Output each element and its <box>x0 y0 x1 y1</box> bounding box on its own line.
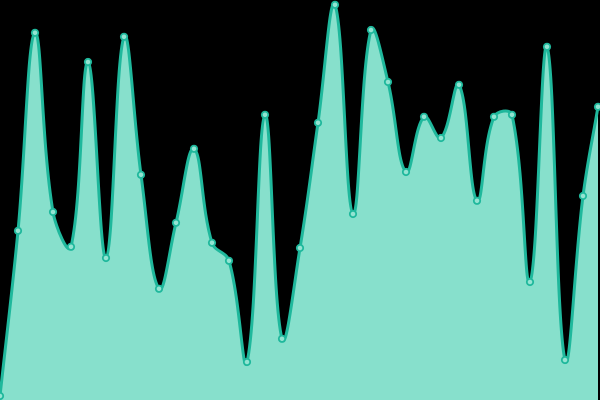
data-point[interactable] <box>48 207 58 217</box>
data-point[interactable] <box>154 284 164 293</box>
data-point[interactable] <box>560 355 570 365</box>
data-point[interactable] <box>419 112 429 121</box>
data-point[interactable] <box>0 391 5 400</box>
data-point[interactable] <box>313 118 323 127</box>
data-point[interactable] <box>489 112 499 121</box>
data-point[interactable] <box>366 25 376 35</box>
data-point[interactable] <box>207 238 217 247</box>
data-point[interactable] <box>30 28 40 37</box>
data-point[interactable] <box>593 102 600 111</box>
data-point[interactable] <box>295 243 305 253</box>
data-point[interactable] <box>136 170 146 179</box>
data-point[interactable] <box>66 242 76 251</box>
data-point[interactable] <box>119 32 129 41</box>
data-point[interactable] <box>436 133 446 143</box>
data-point[interactable] <box>542 42 552 51</box>
data-point[interactable] <box>277 334 287 343</box>
data-point[interactable] <box>224 256 234 265</box>
data-point[interactable] <box>171 218 181 227</box>
data-point[interactable] <box>13 226 23 235</box>
data-point[interactable] <box>507 110 517 119</box>
data-point[interactable] <box>348 209 358 219</box>
data-point[interactable] <box>83 57 93 67</box>
data-point[interactable] <box>330 0 340 9</box>
data-point[interactable] <box>189 144 199 153</box>
data-point[interactable] <box>401 167 411 177</box>
data-point[interactable] <box>578 191 588 201</box>
area-fill <box>0 3 598 400</box>
data-point[interactable] <box>242 357 252 367</box>
data-point[interactable] <box>454 80 464 89</box>
data-point[interactable] <box>260 110 270 119</box>
data-point[interactable] <box>383 77 393 87</box>
data-point[interactable] <box>525 277 535 287</box>
data-point[interactable] <box>472 196 482 205</box>
data-point[interactable] <box>101 253 111 263</box>
